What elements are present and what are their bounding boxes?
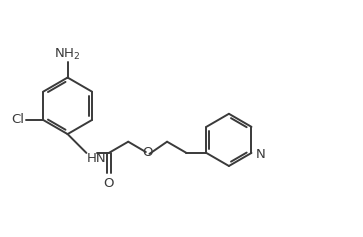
- Text: NH$_2$: NH$_2$: [54, 46, 81, 62]
- Text: Cl: Cl: [11, 114, 24, 127]
- Text: N: N: [256, 148, 266, 161]
- Text: HN: HN: [87, 152, 107, 165]
- Text: O: O: [103, 177, 114, 190]
- Text: O: O: [142, 146, 153, 160]
